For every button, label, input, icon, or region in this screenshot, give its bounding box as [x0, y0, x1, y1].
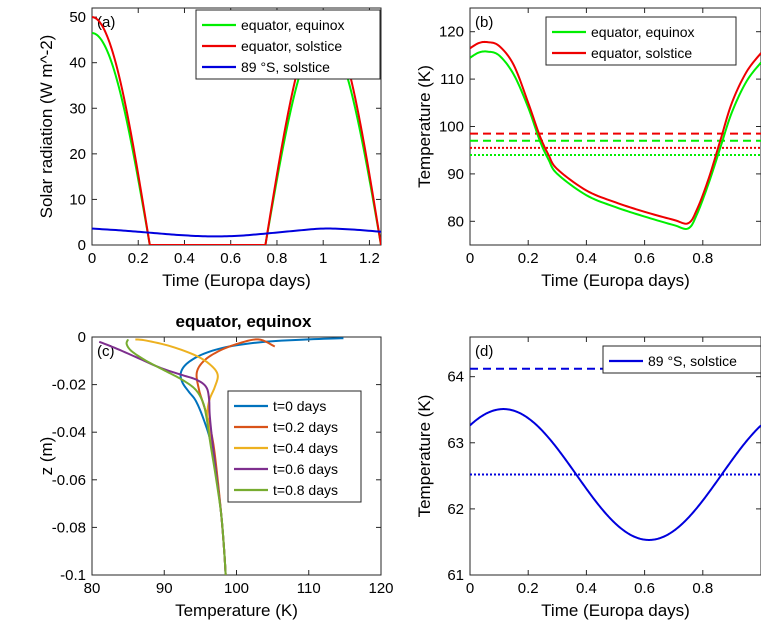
- legend-label: 89 °S, solstice: [241, 59, 330, 75]
- y-tick-label: 120: [439, 24, 464, 41]
- legend-label: equator, solstice: [591, 45, 692, 61]
- panel-label: (d): [475, 343, 493, 360]
- y-tick-label: 61: [447, 567, 464, 584]
- x-tick-label: 0.4: [174, 250, 195, 267]
- series-line-0: [470, 408, 761, 541]
- legend-box: [195, 9, 381, 80]
- legend-box: [602, 345, 761, 374]
- x-tick-label: 1: [319, 250, 327, 267]
- y-tick-label: -0.04: [52, 424, 86, 441]
- x-axis-label: Temperature (K): [175, 601, 298, 620]
- plot-area: [469, 336, 761, 576]
- x-tick-label: 120: [368, 580, 393, 597]
- legend-label: t=0.4 days: [273, 440, 338, 456]
- legend-label: equator, equinox: [591, 24, 695, 40]
- legend-box: [227, 390, 362, 503]
- y-tick-label: 100: [439, 119, 464, 136]
- x-tick-label: 0: [466, 250, 474, 267]
- x-tick-label: 0.2: [128, 250, 149, 267]
- y-axis-label: Temperature (K): [415, 65, 434, 188]
- series-line-0: [470, 50, 761, 230]
- legend-label: 89 °S, solstice: [648, 353, 737, 369]
- y-axis-label: Solar radiation (W m^-2): [37, 35, 56, 219]
- y-tick-label: 80: [447, 213, 464, 230]
- panel-label: (b): [475, 14, 493, 31]
- x-tick-label: 110: [297, 580, 321, 597]
- panel-b: 0 0.2 0.4 0.6 0.8 80 90 100 110 120 Time (Europa d…: [415, 7, 761, 290]
- legend-label: equator, equinox: [241, 17, 345, 33]
- x-tick-label: 0.4: [576, 580, 597, 597]
- y-tick-label: -0.1: [60, 567, 86, 584]
- x-tick-label: 100: [224, 580, 249, 597]
- x-tick-label: 0: [88, 250, 96, 267]
- y-tick-label: 62: [447, 501, 464, 518]
- y-tick-label: -0.02: [52, 377, 86, 394]
- legend-label: t=0 days: [273, 398, 326, 414]
- y-tick-label: 20: [69, 146, 86, 163]
- series-group: [470, 40, 761, 230]
- y-tick-label: 0: [78, 329, 86, 346]
- chart-title: equator, equinox: [175, 312, 312, 331]
- y-tick-label: 40: [69, 55, 86, 72]
- legend-label: equator, solstice: [241, 38, 342, 54]
- x-tick-label: 0.6: [634, 250, 655, 267]
- panel-label: (c): [97, 343, 115, 360]
- x-tick-label: 0: [466, 580, 474, 597]
- series-line-2: [92, 227, 381, 238]
- x-tick-label: 90: [156, 580, 173, 597]
- y-tick-label: 63: [447, 435, 464, 452]
- x-tick-label: 0.8: [692, 580, 713, 597]
- y-tick-label: 50: [69, 9, 86, 26]
- x-tick-label: 0.6: [634, 580, 655, 597]
- x-axis-label: Time (Europa days): [162, 271, 311, 290]
- x-tick-label: 0.2: [518, 580, 539, 597]
- x-tick-label: 0.2: [518, 250, 539, 267]
- y-tick-label: -0.08: [52, 519, 86, 536]
- legend-box: [545, 16, 737, 66]
- x-tick-label: 0.4: [576, 250, 597, 267]
- y-axis-label: Temperature (K): [415, 395, 434, 518]
- legend-label: t=0.8 days: [273, 482, 338, 498]
- panel-c: 80 90 100 110 120 -0.1 -0.08 -0.06 -0.04 -0.02 0 Te…: [37, 312, 394, 620]
- x-axis-label: Time (Europa days): [541, 601, 690, 620]
- x-tick-label: 0.6: [220, 250, 241, 267]
- y-tick-label: 30: [69, 100, 86, 117]
- series-line-4: [125, 338, 227, 575]
- y-tick-label: 0: [78, 237, 86, 254]
- y-tick-label: -0.06: [52, 472, 86, 489]
- series-line-1: [470, 40, 761, 225]
- y-tick-label: 64: [447, 369, 464, 386]
- series-group: [98, 337, 344, 575]
- y-tick-label: 110: [440, 71, 464, 88]
- x-tick-label: 0.8: [692, 250, 713, 267]
- legend-label: t=0.2 days: [273, 419, 338, 435]
- panel-a: 0 0.2 0.4 0.6 0.8 1 1.2 0 10 20 30 40 50 Time (Europa…: [37, 7, 382, 290]
- x-tick-label: 0.8: [267, 250, 288, 267]
- y-tick-label: 90: [447, 166, 464, 183]
- x-axis-label: Time (Europa days): [541, 271, 690, 290]
- x-tick-label: 1.2: [359, 250, 380, 267]
- y-axis-label: z (m): [37, 437, 56, 476]
- y-tick-label: 10: [69, 191, 86, 208]
- panel-d: 0 0.2 0.4 0.6 0.8 61 62 63 64 Time (Europa days) T…: [415, 336, 761, 620]
- legend-label: t=0.6 days: [273, 461, 338, 477]
- x-tick-label: 80: [84, 580, 101, 597]
